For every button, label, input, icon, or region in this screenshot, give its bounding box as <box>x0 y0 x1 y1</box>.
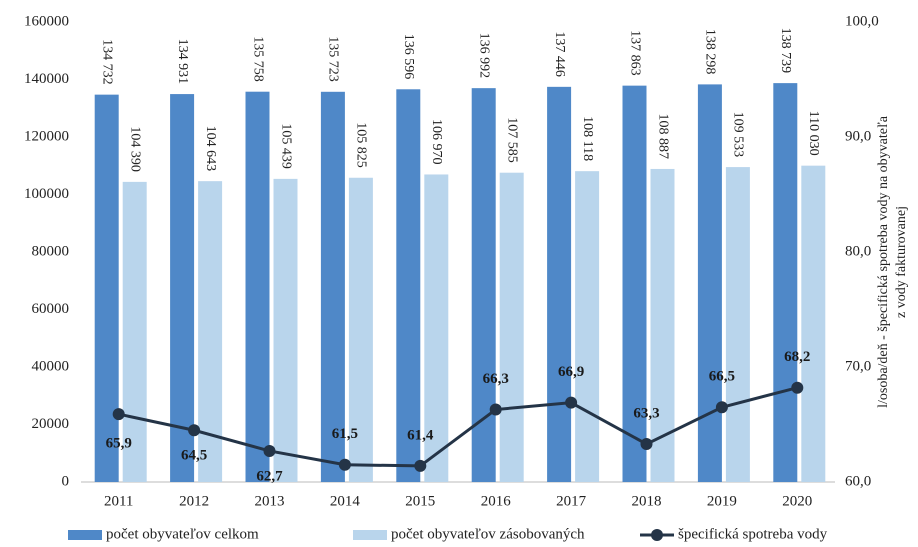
value-label: 61,4 <box>407 427 434 443</box>
y2-tick-label: 60,0 <box>845 473 871 489</box>
legend-marker <box>651 529 663 541</box>
y2-tick-label: 100,0 <box>845 13 879 29</box>
y-tick-label: 160000 <box>24 13 69 29</box>
value-label: 104 643 <box>203 126 218 172</box>
value-label: 135 758 <box>250 36 265 82</box>
value-label: 105 825 <box>354 122 369 168</box>
bar <box>801 165 826 482</box>
y2-tick-label: 80,0 <box>845 243 871 259</box>
line <box>118 386 798 468</box>
value-label: 64,5 <box>181 448 207 464</box>
line-point <box>565 396 578 409</box>
bar <box>94 94 119 482</box>
value-label: 109 533 <box>731 112 746 158</box>
line-point <box>715 401 728 414</box>
line-point <box>791 381 804 394</box>
line-point <box>338 458 351 471</box>
y-tick-label: 20000 <box>32 416 70 432</box>
y-tick-label: 100000 <box>24 186 69 202</box>
x-tick-label: 2019 <box>707 493 737 509</box>
value-label: 61,5 <box>332 426 358 442</box>
line-point <box>263 444 276 457</box>
y-tick-label: 0 <box>62 473 70 489</box>
x-tick-label: 2018 <box>632 493 662 509</box>
line-point <box>414 459 427 472</box>
value-label: 66,9 <box>558 364 584 380</box>
bar <box>575 171 600 482</box>
value-label: 106 970 <box>429 119 444 165</box>
value-label: 66,5 <box>709 369 735 385</box>
y2-tick-label: 90,0 <box>845 128 871 144</box>
value-label: 104 390 <box>127 126 142 172</box>
bar <box>650 168 675 482</box>
bar <box>396 89 421 482</box>
value-label: 137 863 <box>627 30 642 76</box>
value-label: 110 030 <box>806 111 821 156</box>
x-tick-label: 2012 <box>179 493 209 509</box>
value-label: 135 723 <box>326 36 341 82</box>
bar <box>773 83 798 483</box>
bar <box>245 91 270 483</box>
x-tick-label: 2014 <box>330 493 361 509</box>
bar <box>424 174 449 482</box>
bar <box>697 84 722 482</box>
legend-swatch <box>68 530 102 540</box>
x-tick-label: 2011 <box>104 493 133 509</box>
value-label: 136 992 <box>476 33 491 79</box>
bar <box>122 181 147 482</box>
value-label: 63,3 <box>633 405 659 421</box>
bar <box>725 167 750 482</box>
bar <box>170 94 195 483</box>
value-label: 62,7 <box>256 468 283 484</box>
legend-label: špecifická spotreba vody <box>678 526 828 542</box>
y2-tick-label: 70,0 <box>845 358 871 374</box>
x-tick-label: 2015 <box>405 493 435 509</box>
bar <box>348 177 373 483</box>
legend-swatch <box>353 530 387 540</box>
value-label: 136 596 <box>401 34 416 80</box>
y-tick-label: 60000 <box>32 301 70 317</box>
bar <box>273 178 298 483</box>
x-tick-label: 2017 <box>556 493 587 509</box>
bar <box>320 91 345 482</box>
x-tick-label: 2013 <box>255 493 285 509</box>
value-label: 68,2 <box>784 349 810 365</box>
bar <box>471 88 496 482</box>
legend-label: počet obyvateľov zásobovaných <box>391 526 585 542</box>
line-point <box>112 408 125 421</box>
bar <box>499 172 524 483</box>
value-label: 137 446 <box>552 31 567 77</box>
line-point <box>640 438 653 451</box>
value-label: 138 298 <box>703 29 718 75</box>
legend-label: počet obyvateľov celkom <box>106 526 259 542</box>
y-tick-label: 120000 <box>24 128 69 144</box>
bar <box>547 86 572 483</box>
value-label: 134 732 <box>99 39 114 85</box>
value-label: 108 887 <box>655 113 670 159</box>
bar <box>622 85 647 483</box>
y-tick-label: 140000 <box>24 71 69 87</box>
value-label: 107 585 <box>504 117 519 163</box>
value-label: 105 439 <box>278 123 293 169</box>
value-label: 134 931 <box>175 39 190 85</box>
value-label: 108 118 <box>580 116 595 161</box>
value-label: 65,9 <box>106 436 132 452</box>
value-label: 66,3 <box>483 371 509 387</box>
x-tick-label: 2020 <box>782 493 812 509</box>
y-tick-label: 80000 <box>32 243 70 259</box>
line-point <box>188 424 201 437</box>
x-tick-label: 2016 <box>481 493 512 509</box>
y2-axis-label: l/osoba/deň - špecifická spotreba vody n… <box>876 115 891 408</box>
value-label: 138 739 <box>778 28 793 74</box>
line-point <box>489 403 502 416</box>
y-tick-label: 40000 <box>32 358 70 374</box>
y2-axis-label: z vody fakturovanej <box>894 206 909 318</box>
